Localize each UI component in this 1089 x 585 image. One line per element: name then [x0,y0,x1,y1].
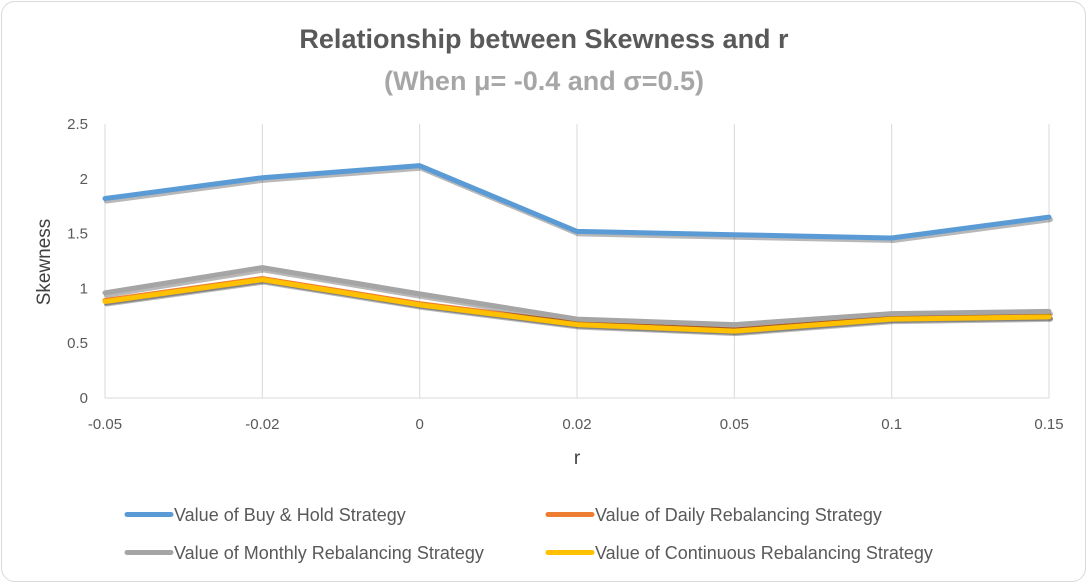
x-tick-label: -0.02 [245,416,279,433]
y-axis-ticks: 0 0.5 1 1.5 2 2.5 [67,116,88,407]
y-tick-label: 1.5 [67,226,88,243]
x-axis-ticks: -0.05 -0.02 0 0.02 0.05 0.1 0.15 [88,416,1064,433]
y-tick-label: 2 [80,171,88,188]
x-tick-label: 0.15 [1034,416,1063,433]
chart-title: Relationship between Skewness and r [299,24,789,54]
series-line-4 [102,277,1052,334]
x-tick-label: 0 [415,416,423,433]
series-lines [102,163,1053,337]
x-axis-title: r [574,448,581,469]
y-tick-label: 1 [80,280,88,297]
legend-label: Value of Monthly Rebalancing Strategy [174,543,484,563]
y-tick-label: 2.5 [67,116,88,133]
x-tick-label: -0.05 [88,416,122,433]
x-tick-label: 0.05 [720,416,749,433]
plot-grid [104,124,1050,399]
x-tick-label: 0.1 [881,416,902,433]
legend-label: Value of Daily Rebalancing Strategy [595,505,882,525]
legend-label: Value of Buy & Hold Strategy [174,505,406,525]
series-line-3 [102,265,1052,328]
y-tick-label: 0 [80,390,88,407]
x-tick-label: 0.02 [562,416,591,433]
y-tick-label: 0.5 [67,335,88,352]
chart-subtitle: (When μ= -0.4 and σ=0.5) [384,66,704,96]
legend-label: Value of Continuous Rebalancing Strategy [595,543,933,563]
legend: Value of Buy & Hold Strategy Value of Dai… [124,505,933,563]
series-line-1 [102,163,1052,241]
y-axis-title: Skewness [34,219,55,306]
